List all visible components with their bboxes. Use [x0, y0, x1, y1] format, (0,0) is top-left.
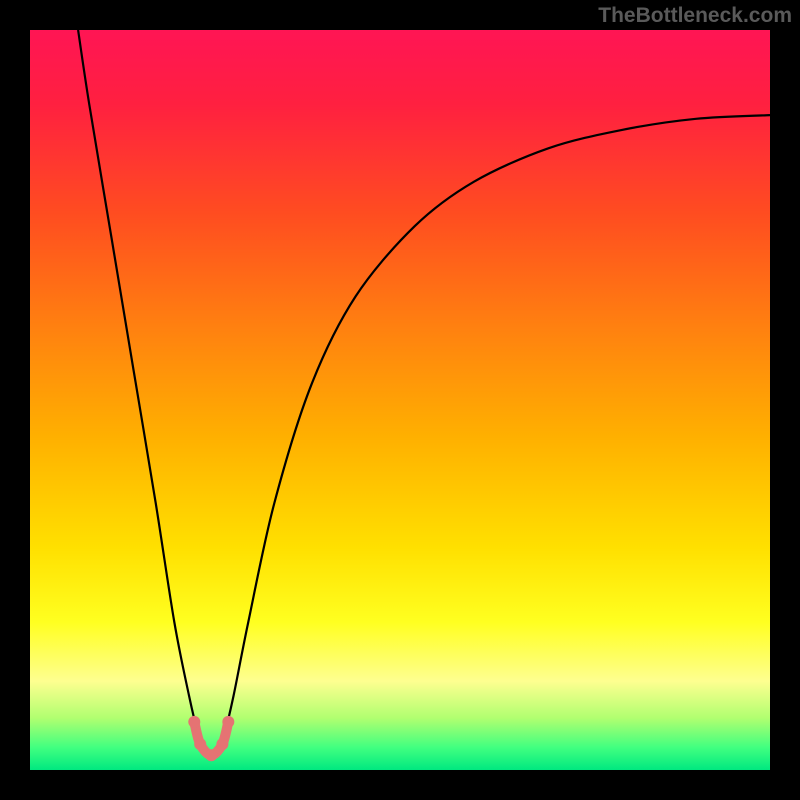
dip-marker-node	[205, 749, 217, 761]
plot-area	[30, 30, 770, 770]
gradient-background	[30, 30, 770, 770]
chart-container: TheBottleneck.com	[0, 0, 800, 800]
chart-svg	[30, 30, 770, 770]
dip-marker-node	[194, 738, 206, 750]
watermark-text: TheBottleneck.com	[598, 4, 792, 28]
dip-marker-node	[222, 716, 234, 728]
dip-marker-node	[188, 716, 200, 728]
dip-marker-node	[216, 738, 228, 750]
